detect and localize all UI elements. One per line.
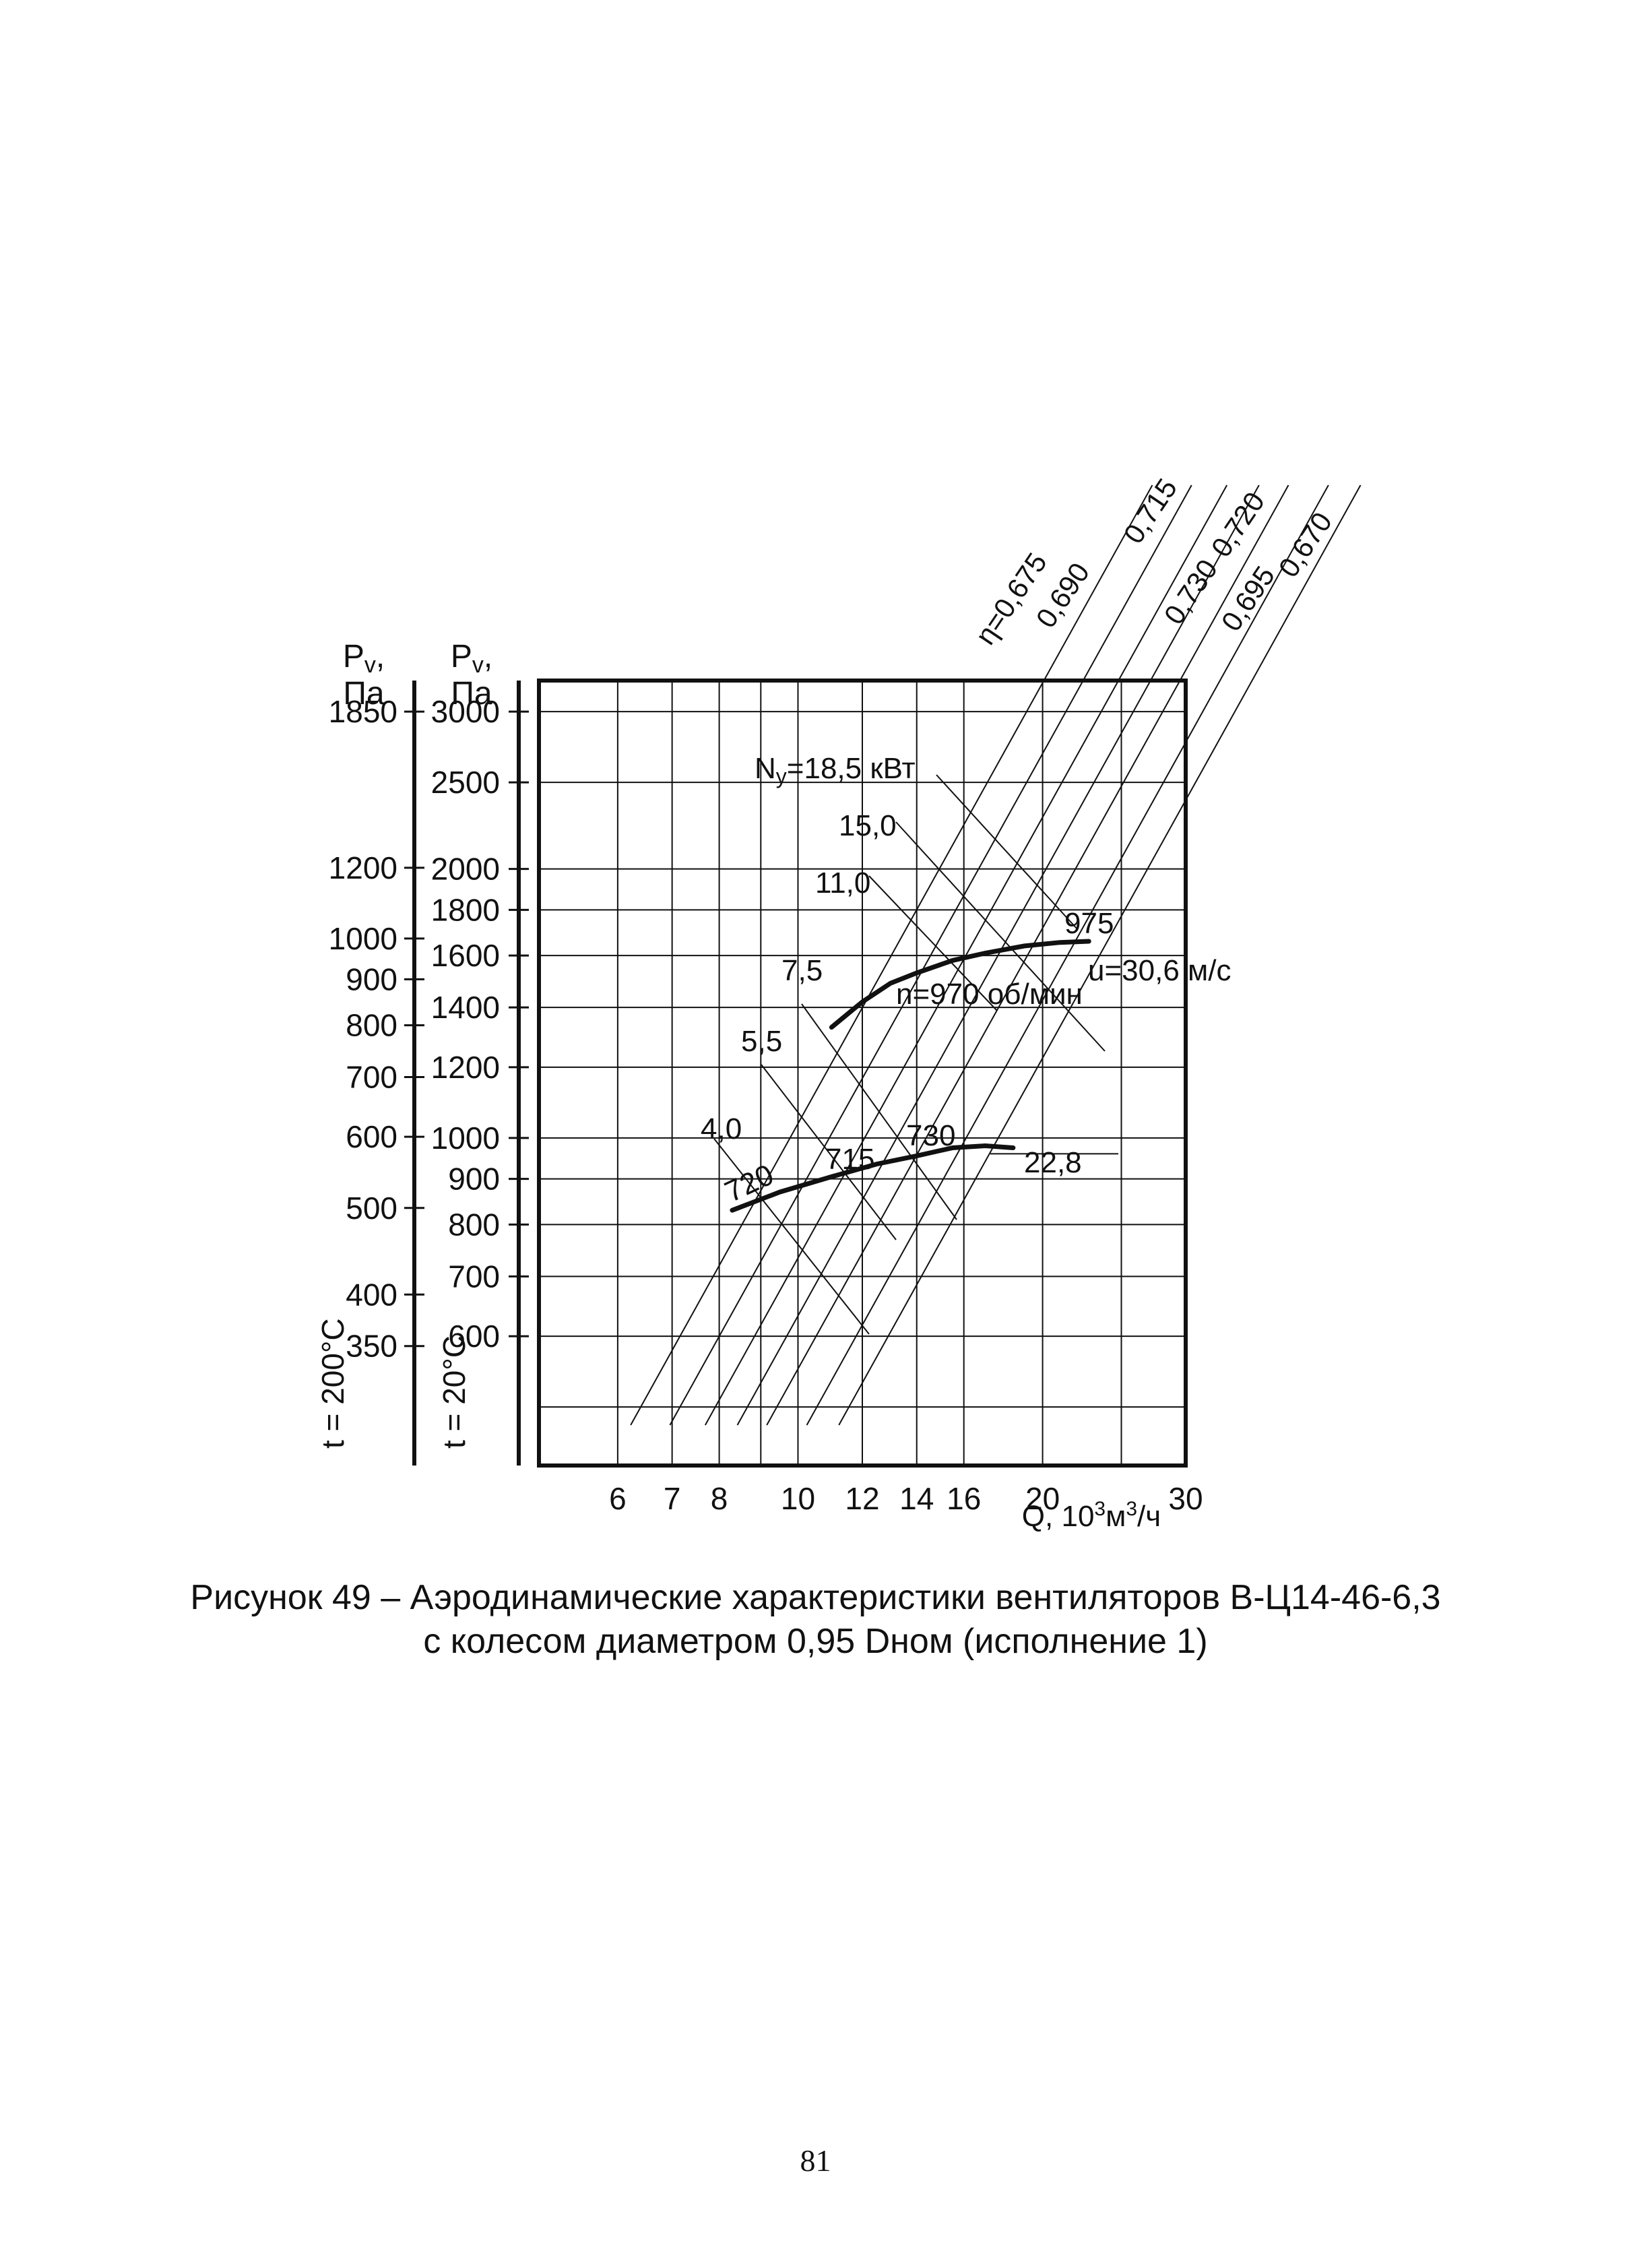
efficiency-line [630, 484, 1153, 1426]
efficiency-label: 0,715 [1117, 473, 1183, 549]
power-label: 15,0 [839, 809, 897, 842]
characteristic-curves [730, 939, 1091, 1213]
plot-frame [537, 679, 1188, 1468]
power-label: 4,0 [701, 1112, 742, 1145]
x-tick-label: 30 [1168, 1481, 1203, 1516]
power-label: Nу=18,5 кВт [755, 752, 916, 788]
curve-efficiency-label: 730 [906, 1119, 955, 1152]
y200-tick-label: 1850 [329, 694, 397, 729]
x-tick-label: 7 [664, 1481, 681, 1516]
x-tick-label: 14 [899, 1481, 934, 1516]
y200-temperature-label: t = 200°C [315, 1318, 350, 1449]
y200-tick-label: 400 [346, 1277, 397, 1312]
y20-tick-label: 2000 [431, 852, 500, 887]
efficiency-label: η=0,675 [969, 547, 1053, 650]
y200-axis-title: Pv, [343, 639, 385, 678]
curve-efficiency-label: 715 [825, 1143, 874, 1176]
y200-tick-label: 350 [346, 1329, 397, 1364]
figure-caption-line-2: с колесом диаметром 0,95 Dном (исполнени… [423, 1622, 1208, 1661]
x-tick-label: 10 [781, 1481, 815, 1516]
figure-caption-line-1: Рисунок 49 – Аэродинамические характерис… [190, 1578, 1441, 1617]
y20-tick-label: 1000 [431, 1121, 500, 1156]
x-tick-label: 6 [609, 1481, 627, 1516]
power-label-rest: =18,5 кВт [787, 752, 916, 785]
x-axis-title-sup: 3 [1126, 1498, 1137, 1520]
x-axis-title-tail: /ч [1137, 1500, 1161, 1533]
y200-tick-label: 1000 [329, 921, 397, 956]
y20-tick-label: 1800 [431, 892, 500, 927]
y200-axis-title-comma: , [376, 639, 385, 674]
tip-speed-label: u=30,6 м/с [1088, 954, 1232, 987]
y20-tick-label: 900 [448, 1162, 500, 1197]
x-tick-label: 20 [1025, 1481, 1060, 1516]
power-end-label: 22,8 [1024, 1146, 1082, 1179]
efficiency-line [766, 484, 1289, 1426]
y200-tick-label: 700 [346, 1059, 397, 1094]
x-axis-title: Q, 103м3/ч [1022, 1498, 1161, 1533]
axes: 6 7 8 10 12 14 16 20 30 600 700 800 900 1000 1200 1400 1… [315, 639, 1203, 1533]
curve-efficiency-label: 720 [720, 1158, 779, 1209]
power-isoline [868, 875, 998, 1011]
y20-tick-label: 700 [448, 1259, 500, 1294]
power-isoline [761, 1064, 897, 1240]
characteristic-curve [730, 1143, 1016, 1213]
y20-axis-title-sub: v [472, 652, 484, 678]
y20-tick-label: 600 [448, 1319, 500, 1354]
operating-point-label: 975 [1064, 907, 1114, 940]
efficiency-line [806, 484, 1329, 1426]
power-isoline [713, 1138, 870, 1335]
y20-tick-label: 1600 [431, 938, 500, 973]
y200-tick-label: 800 [346, 1008, 397, 1043]
y200-tick-label: 900 [346, 962, 397, 997]
efficiency-line [669, 484, 1192, 1426]
y20-tick-label: 2500 [431, 765, 500, 800]
power-isolines: Nу=18,5 кВт 15,0 11,0 7,5 5,5 4,0 22,8 [701, 752, 1118, 1335]
power-isoline [936, 774, 1079, 931]
y20-temperature-label: t = 20°C [437, 1335, 472, 1449]
power-label: 7,5 [781, 954, 823, 987]
y200-axis-unit: Па [343, 676, 385, 712]
y20-tick-label: 3000 [431, 694, 500, 729]
y20-tick-label: 800 [448, 1207, 500, 1242]
page-number: 81 [800, 2143, 831, 2178]
power-isoline [801, 1003, 957, 1220]
x-axis-title-sup: 3 [1094, 1498, 1106, 1520]
power-label-sub: у [776, 764, 787, 788]
x-tick-label: 8 [711, 1481, 728, 1516]
grid [539, 681, 1186, 1466]
y20-tick-label: 1200 [431, 1050, 500, 1085]
power-isoline [895, 821, 1106, 1052]
x-axis-title-m: м [1106, 1500, 1126, 1533]
power-label: 11,0 [815, 867, 870, 900]
x-tick-label: 16 [947, 1481, 981, 1516]
y20-axis-unit: Па [451, 676, 492, 712]
y200-tick-label: 600 [346, 1119, 397, 1154]
y20-axis-title-comma: , [484, 639, 492, 674]
y200-tick-label: 500 [346, 1191, 397, 1226]
y200-tick-label: 1200 [329, 850, 397, 885]
efficiency-label: 0,720 [1205, 486, 1271, 563]
y20-axis-title: Pv, [451, 639, 492, 678]
speed-label: n=970 об/мин [896, 978, 1083, 1011]
efficiency-line [736, 484, 1260, 1426]
y20-tick-label: 1400 [431, 990, 500, 1025]
efficiency-line [838, 484, 1362, 1426]
power-label: 5,5 [741, 1025, 782, 1058]
x-tick-label: 12 [845, 1481, 879, 1516]
y200-axis-title-sub: v [364, 652, 376, 678]
